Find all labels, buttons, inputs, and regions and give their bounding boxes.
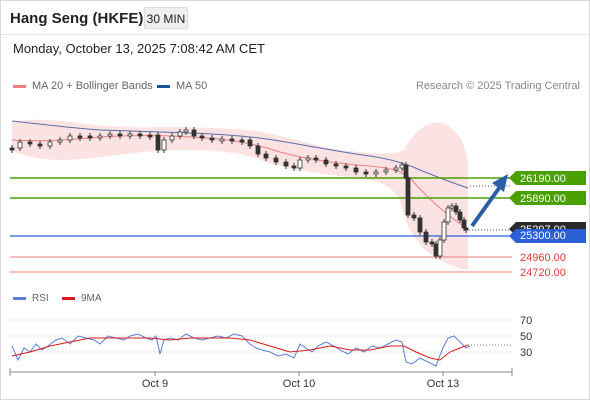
candle-body	[343, 165, 349, 169]
candle-body	[445, 207, 451, 223]
candle-body	[461, 219, 467, 229]
candle-body	[17, 141, 23, 149]
level-label-24720: 24720.00	[520, 267, 566, 279]
ma20-swatch	[13, 84, 26, 88]
legend-rsi-label: RSI	[32, 293, 49, 304]
candle-body	[457, 211, 463, 221]
x-tick-oct10: Oct 10	[283, 378, 315, 390]
candle-body	[417, 217, 423, 233]
candle-body	[169, 135, 175, 141]
candle-body	[433, 243, 439, 257]
candle-body	[77, 135, 83, 139]
candle-body	[155, 134, 161, 151]
x-tick-oct13: Oct 13	[427, 378, 459, 390]
candle-body	[373, 171, 379, 175]
svg-text:25300.00: 25300.00	[520, 230, 566, 242]
level-label-25300: 25300.00	[509, 229, 586, 243]
candle-body	[87, 135, 93, 139]
candle-body	[399, 164, 405, 169]
bollinger-band	[12, 119, 468, 270]
candle-body	[255, 145, 261, 155]
candles-group	[9, 127, 469, 259]
candle-body	[191, 129, 197, 137]
candle-body	[305, 157, 311, 161]
candle-body	[411, 214, 417, 219]
candle-body	[463, 227, 469, 231]
ma9-swatch	[62, 297, 75, 300]
candle-body	[199, 135, 205, 139]
candle-body	[177, 131, 183, 137]
candle-body	[127, 133, 133, 137]
candle-body	[97, 135, 103, 139]
rsi-tick-30: 30	[520, 347, 532, 359]
candle-body	[453, 205, 459, 213]
candle-body	[283, 161, 289, 167]
candle-body	[323, 159, 329, 165]
candle-body	[67, 135, 73, 141]
ma50-swatch	[157, 84, 170, 88]
candle-body	[291, 165, 297, 169]
rsi-tick-50: 50	[520, 331, 532, 343]
candle-body	[247, 139, 253, 147]
legend-9ma-label: 9MA	[81, 293, 102, 304]
candle-body	[383, 169, 389, 173]
forecast-arrow	[470, 182, 504, 228]
candle-body	[107, 133, 113, 137]
candle-body	[297, 159, 303, 169]
candle-body	[437, 239, 443, 257]
level-label-24960: 24960.00	[520, 252, 566, 264]
legend-ma50: MA 50	[157, 80, 207, 92]
candle-body	[229, 138, 235, 142]
rsi-swatch	[13, 297, 26, 300]
candle-body	[9, 147, 15, 151]
timeframe-button[interactable]: 30 MIN	[144, 7, 188, 29]
candle-body	[161, 139, 167, 151]
candle-body	[333, 163, 339, 167]
candle-body	[183, 129, 189, 133]
instrument-title: Hang Seng (HKFE)	[10, 10, 144, 27]
candle-body	[393, 167, 399, 171]
candle-body	[353, 167, 359, 173]
candle-body	[449, 205, 455, 209]
candle-body	[423, 231, 429, 243]
svg-text:26190.00: 26190.00	[520, 173, 566, 185]
rsi-line	[11, 333, 471, 367]
level-label-26190: 26190.00	[509, 171, 586, 185]
candle-body	[47, 141, 53, 147]
legend-ma20-label: MA 20 + Bollinger Bands	[32, 80, 153, 92]
candle-body	[403, 164, 409, 179]
candle-body	[429, 241, 435, 245]
candle-body	[363, 171, 369, 175]
legend-9ma: 9MA	[62, 293, 102, 304]
legend-rsi: RSI	[13, 293, 49, 304]
candle-body	[219, 138, 225, 142]
candle-body	[209, 137, 215, 141]
timestamp: Monday, October 13, 2025 7:08:42 AM CET	[13, 41, 265, 56]
candle-body	[27, 141, 33, 145]
x-tick-oct9: Oct 9	[142, 378, 168, 390]
candle-body	[239, 139, 245, 143]
rsi-tick-70: 70	[520, 315, 532, 327]
candle-body	[441, 221, 447, 241]
candle-body	[313, 157, 319, 161]
candle-body	[57, 139, 63, 143]
9ma-line	[11, 337, 469, 361]
candle-body	[117, 133, 123, 137]
copyright-text: Research © 2025 Trading Central	[415, 80, 580, 92]
candle-body	[273, 157, 279, 163]
legend-ma50-label: MA 50	[176, 80, 208, 92]
chart-header: Hang Seng (HKFE) 30 MIN	[0, 0, 588, 35]
candle-body	[147, 134, 153, 138]
candle-body	[137, 133, 143, 137]
candle-body	[263, 153, 269, 159]
level-label-25890: 25890.00	[509, 191, 586, 205]
candle-body	[37, 143, 43, 147]
svg-text:25890.00: 25890.00	[520, 193, 566, 205]
candle-body	[405, 177, 411, 216]
forecast-arrowhead	[492, 174, 508, 192]
ma50-line	[11, 120, 469, 189]
legend-ma20: MA 20 + Bollinger Bands	[13, 80, 153, 92]
